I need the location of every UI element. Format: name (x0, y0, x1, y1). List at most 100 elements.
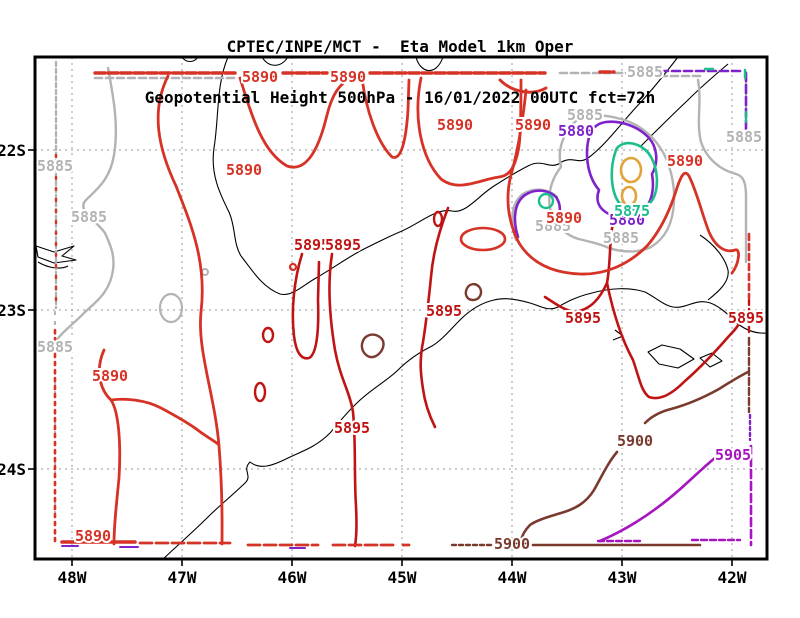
contour-label-5895: 5895 (325, 236, 361, 254)
border-notch-1 (261, 56, 289, 66)
contours-5885 (48, 60, 748, 542)
contour-label-5890: 5890 (92, 367, 128, 385)
contour-label-5885: 5885 (71, 208, 107, 226)
contour-5890-loop-east (459, 226, 507, 252)
contour-5875-top-specks (703, 67, 748, 124)
state-boundary-mg (639, 63, 729, 148)
contour-label-5885: 5885 (535, 217, 571, 235)
contour-label-5875: 5875 (614, 202, 650, 220)
contour-5895-east-u (605, 281, 742, 400)
plot-title-line1: CPTEC/INPE/MCT - Eta Model 1km Oper (226, 37, 574, 56)
contour-label-5890: 5890 (437, 116, 473, 134)
contours-5890 (53, 70, 751, 547)
contour-5890-speck (288, 262, 298, 272)
contour-label-5890: 5890 (667, 152, 703, 170)
x-axis-label: 47W (168, 568, 197, 587)
map-frame (33, 55, 769, 561)
contour-label-5890: 5890 (515, 116, 551, 134)
contour-5875-secondary (537, 192, 555, 210)
contour-label-5890: 5890 (546, 209, 582, 227)
contour-5895-center (419, 206, 450, 429)
contour-label-5880: 5880 (609, 211, 645, 229)
contours-5880 (61, 69, 752, 549)
contour-label-5890: 5890 (226, 161, 262, 179)
y-axis-label: 22S (0, 141, 26, 160)
contours-5905 (596, 444, 753, 547)
contour-label-5885: 5885 (726, 128, 762, 146)
contour-5900-loop-1 (360, 333, 385, 359)
contour-5895-east-upper (543, 221, 615, 314)
border-notch-2 (415, 56, 444, 72)
contour-label-5895: 5895 (565, 309, 601, 327)
contour-label-5885: 5885 (37, 338, 73, 356)
contour-5885-right (696, 78, 748, 264)
contour-label-5890: 5890 (242, 68, 278, 86)
contour-5895-south (328, 252, 358, 548)
plot-title: CPTEC/INPE/MCT - Eta Model 1km Oper Geop… (0, 4, 800, 123)
island-2 (699, 352, 723, 368)
x-axis-label: 48W (58, 568, 87, 587)
river-northwest (35, 245, 77, 269)
contour-5890-top-line (93, 70, 616, 75)
y-axis-label: 23S (0, 301, 26, 320)
contour-label-5880: 5880 (558, 122, 594, 140)
contour-5900-main-west (519, 450, 619, 543)
contour-5900-loop-2 (464, 283, 483, 302)
y-axis-label: 24S (0, 460, 26, 479)
contour-5900-main-east (643, 370, 750, 425)
contour-label-5885: 5885 (567, 106, 603, 124)
contour-5895-loop-3 (432, 210, 444, 228)
contour-label-5895: 5895 (426, 302, 462, 320)
contour-5870-loop-lower (620, 185, 638, 207)
contour-5890-u1 (238, 76, 353, 169)
contour-5880-low-ring (585, 120, 658, 218)
contours-5900 (360, 283, 751, 547)
contour-5890-southwest-branch (109, 397, 220, 446)
x-axis-label: 43W (608, 568, 637, 587)
contour-label-5890: 5890 (330, 68, 366, 86)
contour-label-5905: 5905 (715, 446, 751, 464)
contour-5890-hairpin (360, 76, 411, 159)
contour-5905-bottom-dashes (596, 538, 742, 543)
geography-layer (35, 56, 768, 561)
contour-5895-loop-2 (253, 381, 267, 403)
contour-label-5890: 5890 (75, 527, 111, 545)
plot-title-line2: Geopotential Height 500hPa - 16/01/2022 … (144, 88, 656, 107)
contour-5880-bottom-specks (61, 545, 306, 549)
contour-label-5885: 5885 (37, 157, 73, 175)
contour-label-5895: 5895 (294, 236, 330, 254)
contour-5875-low-ring (610, 141, 659, 211)
contour-5905-diagonal (598, 455, 718, 543)
contour-5885-speck (201, 268, 209, 276)
contour-5890-east-trough (506, 88, 740, 276)
contour-label-5885: 5885 (627, 63, 663, 81)
coastline (161, 288, 768, 561)
contours-5870 (619, 156, 643, 207)
contour-label-5895: 5895 (728, 309, 764, 327)
grid-layer: 48W 47W 46W 45W 44W 43W 42W 22S 23S 24S (0, 57, 767, 587)
contour-label-5895: 5895 (334, 419, 370, 437)
x-axis-label: 44W (498, 568, 527, 587)
contour-5885-west-squiggle (48, 66, 118, 352)
x-axis-label: 46W (278, 568, 307, 587)
contour-5885-oval (158, 292, 184, 324)
contour-5885-top-dashes (93, 71, 702, 80)
contour-label-layer: 5885588558855885588558855885588558805880… (35, 61, 766, 555)
island-1 (647, 344, 695, 369)
contour-5880-secondary-arc (513, 189, 562, 239)
contours-5895 (253, 206, 751, 548)
x-axis-label: 42W (718, 568, 747, 587)
contour-5890-southwest (97, 348, 122, 546)
contour-label-5900: 5900 (617, 432, 653, 450)
contour-5895-hairpin (291, 252, 321, 360)
contours-5875 (537, 67, 748, 211)
contour-label-5885: 5885 (603, 229, 639, 247)
contour-5890-bottom-dashes (138, 541, 411, 547)
state-boundary-northeast (240, 56, 679, 296)
contour-5890-west-long (156, 74, 224, 546)
x-axis-label: 45W (388, 568, 417, 587)
contour-label-5900: 5900 (494, 535, 530, 553)
contour-5880-top-right (658, 69, 748, 137)
